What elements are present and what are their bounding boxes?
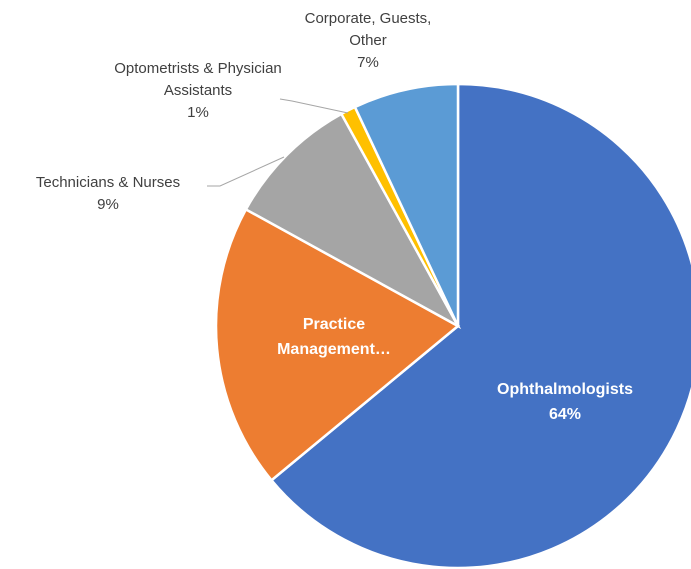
category-label: Technicians & Nurses: [35, 174, 181, 191]
slice-label: Technicians & Nurses 9%: [0, 172, 218, 216]
slice-label: Corporate, Guests, Other 7%: [293, 8, 443, 74]
pie-slice: [353, 82, 460, 327]
pie-slice: [214, 207, 461, 483]
slice-label: Practice Management…: [264, 312, 404, 362]
category-label: Optometrists & Physician Assistants: [114, 60, 282, 99]
slice-label: Optometrists & Physician Assistants 1%: [111, 58, 286, 124]
leader-line: [279, 98, 349, 114]
slice-label: Ophthalmologists 64%: [465, 377, 665, 427]
category-label: Corporate, Guests, Other: [304, 10, 432, 49]
value-label: 7%: [357, 54, 379, 71]
value-label: 64%: [548, 406, 582, 423]
value-label: 1%: [187, 104, 209, 121]
category-label: Practice Management…: [277, 316, 391, 358]
leader-line: [207, 156, 285, 187]
category-label: Ophthalmologists: [497, 381, 633, 398]
value-label: 9%: [97, 196, 119, 213]
pie-slice: [269, 82, 691, 569]
pie-slice: [244, 112, 462, 330]
